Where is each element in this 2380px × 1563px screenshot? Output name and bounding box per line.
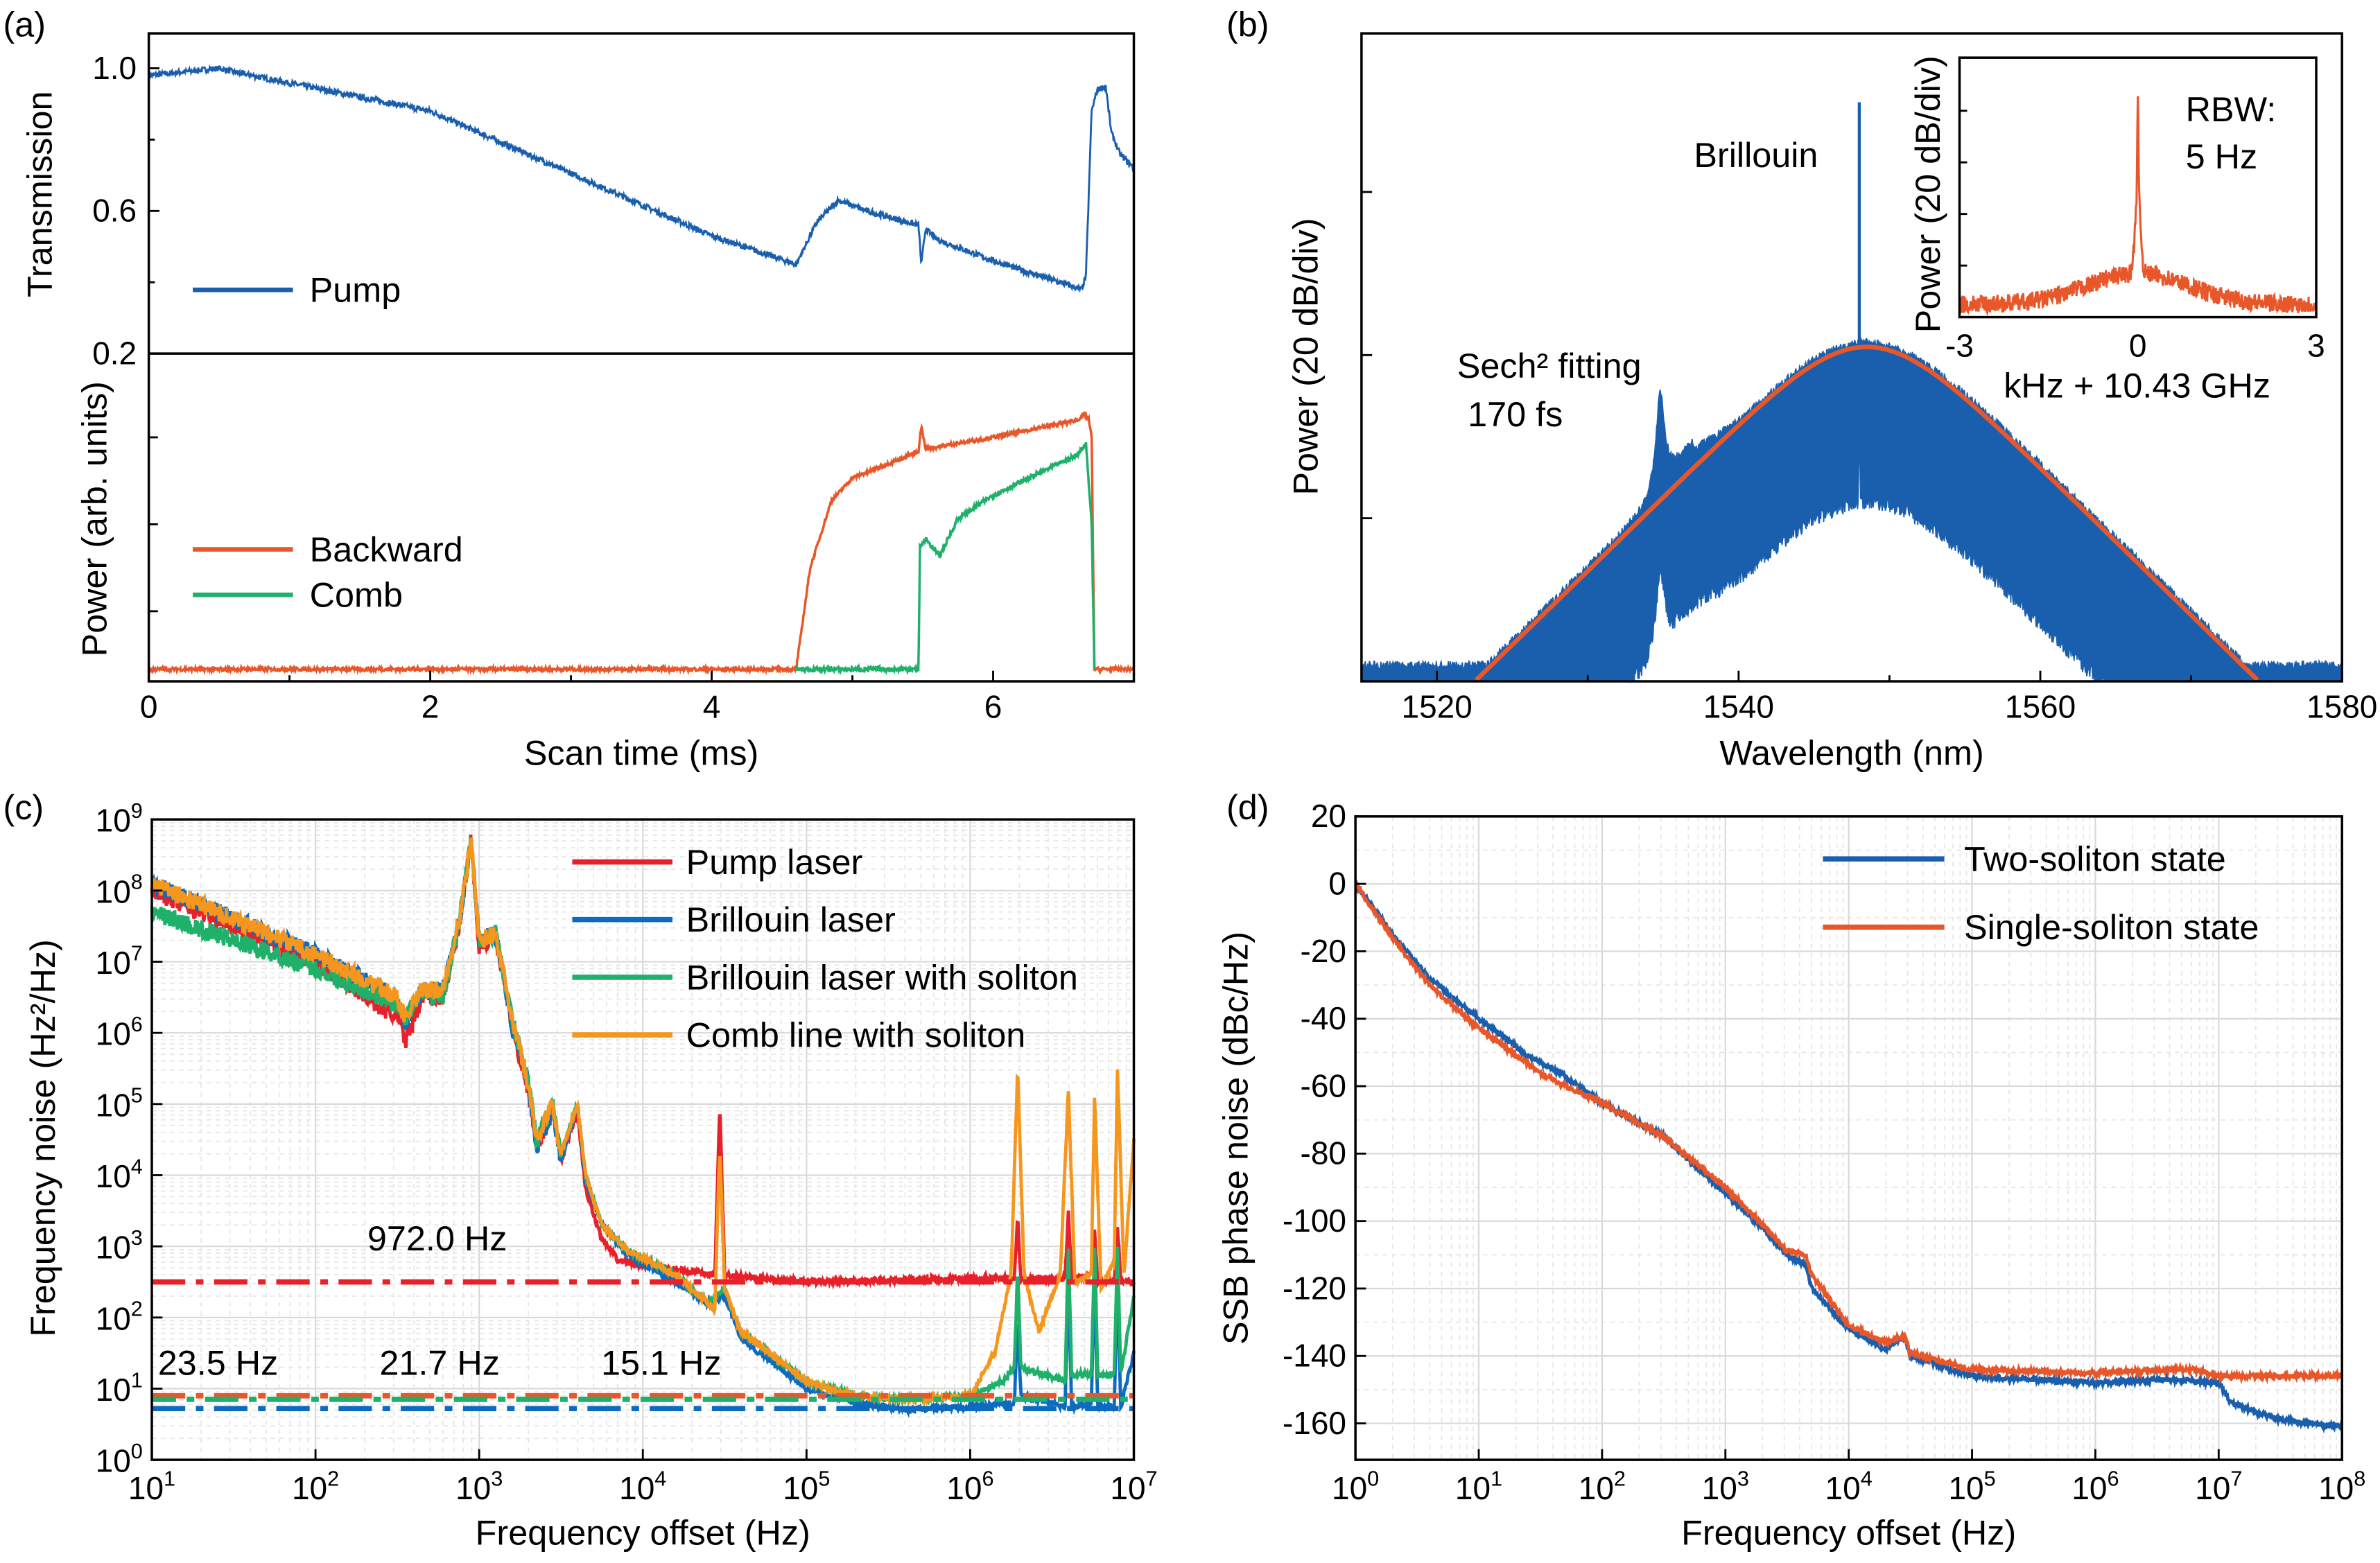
x-tick-label: 104 bbox=[619, 1467, 666, 1506]
plot-frame-b bbox=[1360, 32, 2343, 683]
fit-label: Sech² fitting bbox=[1457, 346, 1642, 385]
legend-label: Brillouin laser bbox=[686, 900, 896, 939]
y-tick-label: -140 bbox=[1283, 1338, 1346, 1374]
legend-label: Comb line with soliton bbox=[686, 1015, 1026, 1055]
legend-label: Brillouin laser with soliton bbox=[686, 957, 1078, 997]
x-tick-label: 1540 bbox=[1703, 689, 1774, 725]
x-tick-label: 103 bbox=[455, 1467, 503, 1506]
x-tick-label: 4 bbox=[703, 689, 721, 725]
x-tick-label: 1560 bbox=[2005, 689, 2076, 725]
y-axis-label: Frequency noise (Hz²/Hz) bbox=[23, 939, 62, 1337]
y-tick-label: 100 bbox=[96, 1440, 143, 1479]
y-tick-label: 102 bbox=[96, 1298, 143, 1337]
legend-label: Two-soliton state bbox=[1964, 839, 2226, 879]
x-tick-label: 106 bbox=[946, 1467, 993, 1506]
plot-frame-a bbox=[147, 32, 1136, 683]
y-tick-label: 0 bbox=[1328, 865, 1346, 901]
x-tick-label: 2 bbox=[422, 689, 440, 725]
series-backward bbox=[147, 410, 1135, 676]
y-tick-label: 0.2 bbox=[92, 335, 137, 371]
x-tick-label: 100 bbox=[1332, 1467, 1379, 1506]
linewidth-label-pump: 972.0 Hz bbox=[367, 1219, 507, 1258]
x-axis-label: Wavelength (nm) bbox=[1719, 733, 1983, 772]
y-axis-label: SSB phase noise (dBc/Hz) bbox=[1216, 932, 1256, 1345]
y-tick-label: -60 bbox=[1301, 1067, 1346, 1103]
y-tick-label: -40 bbox=[1301, 1000, 1346, 1036]
rbw-value: 5 Hz bbox=[2186, 137, 2258, 176]
y-axis-label-top: Transmission bbox=[20, 91, 60, 297]
x-tick-label: 6 bbox=[984, 689, 1002, 725]
panel-d: 100 101 102 103 104 105 106 107 108 20 0 -20 -40 -60 -… bbox=[1283, 798, 2365, 1553]
legend-label: Pump laser bbox=[686, 842, 863, 882]
panel-b: 1520 1540 1560 1580 Wavelength (nm) Brillouin… bbox=[1360, 32, 2377, 772]
inset-x-axis-label: kHz + 10.43 GHz bbox=[2004, 366, 2270, 405]
panel-label-a: (a) bbox=[3, 5, 46, 44]
inset-spectrum bbox=[1958, 96, 2317, 317]
series-pump bbox=[148, 64, 1135, 293]
y-tick-label: -100 bbox=[1283, 1203, 1346, 1239]
x-axis-label: Scan time (ms) bbox=[524, 733, 758, 772]
x-tick-label: 108 bbox=[2318, 1467, 2365, 1506]
linewidth-label-brillouin: 15.1 Hz bbox=[601, 1343, 722, 1383]
y-tick-label: 105 bbox=[96, 1084, 143, 1124]
x-axis-label: Frequency offset (Hz) bbox=[1681, 1513, 2016, 1553]
y-tick-label: 104 bbox=[96, 1155, 143, 1194]
panel-label-d: (d) bbox=[1226, 787, 1269, 827]
x-tick-label: 103 bbox=[1702, 1467, 1749, 1506]
y-tick-label: 103 bbox=[96, 1226, 143, 1266]
panel-label-c: (c) bbox=[3, 787, 44, 827]
sech2-fit-curve bbox=[1474, 344, 2259, 682]
panel-label-b: (b) bbox=[1226, 5, 1269, 44]
series-comb bbox=[794, 442, 1096, 676]
x-tick-label: 102 bbox=[292, 1467, 339, 1506]
y-tick-label: 1.0 bbox=[92, 50, 137, 86]
y-tick-label: -80 bbox=[1301, 1135, 1346, 1171]
legend-label: Backward bbox=[310, 530, 463, 569]
series-single-soliton-state bbox=[1354, 879, 2344, 1385]
x-tick-label: 1520 bbox=[1402, 689, 1473, 725]
y-tick-label: 106 bbox=[96, 1013, 143, 1052]
x-tick-label: 105 bbox=[1948, 1467, 1995, 1506]
inset-x-tick-label: -3 bbox=[1945, 327, 1974, 363]
inset-x-tick-label: 0 bbox=[2129, 327, 2147, 363]
brillouin-annotation: Brillouin bbox=[1694, 135, 1818, 175]
inset-frame bbox=[1958, 56, 2318, 319]
y-tick-label: -20 bbox=[1301, 933, 1346, 969]
panel-c: 972.0 Hz 23.5 Hz 21.7 Hz 15.1 Hz 101 102 103 10… bbox=[96, 799, 1158, 1553]
x-tick-label: 0 bbox=[140, 689, 158, 725]
fit-duration: 170 fs bbox=[1468, 394, 1563, 434]
linewidth-label-comb: 23.5 Hz bbox=[158, 1343, 279, 1383]
legend-label: Single-soliton state bbox=[1964, 907, 2259, 947]
x-tick-label: 107 bbox=[1110, 1467, 1157, 1506]
y-axis-label: Power (20 dB/div) bbox=[1285, 218, 1325, 495]
y-axis-label-bottom: Power (arb. units) bbox=[74, 381, 114, 656]
y-tick-label: -160 bbox=[1283, 1405, 1346, 1441]
y-tick-label: 109 bbox=[96, 799, 143, 839]
y-tick-label: 108 bbox=[96, 871, 143, 910]
y-tick-label: -120 bbox=[1283, 1270, 1346, 1306]
rbw-label: RBW: bbox=[2186, 89, 2277, 129]
linewidth-label-brillouin-soliton: 21.7 Hz bbox=[379, 1343, 500, 1383]
x-tick-label: 104 bbox=[1825, 1467, 1873, 1506]
x-tick-label: 101 bbox=[128, 1467, 175, 1506]
x-tick-label: 1580 bbox=[2307, 689, 2377, 725]
x-tick-label: 107 bbox=[2195, 1467, 2242, 1506]
x-tick-label: 102 bbox=[1579, 1467, 1626, 1506]
panel-a: 0.2 0.6 1.0 0 2 4 6 Scan time (ms) Pump Backward C… bbox=[92, 32, 1136, 772]
y-tick-label: 107 bbox=[96, 941, 143, 981]
x-tick-label: 105 bbox=[783, 1467, 830, 1506]
y-tick-label: 101 bbox=[96, 1368, 143, 1408]
y-tick-label: 20 bbox=[1311, 798, 1346, 834]
x-tick-label: 106 bbox=[2071, 1467, 2119, 1506]
x-tick-label: 101 bbox=[1455, 1467, 1502, 1506]
inset-y-axis-label: Power (20 dB/div) bbox=[1908, 55, 1947, 333]
x-axis-label: Frequency offset (Hz) bbox=[476, 1513, 810, 1553]
legend-label: Comb bbox=[310, 575, 403, 615]
y-tick-label: 0.6 bbox=[92, 193, 137, 229]
legend-label: Pump bbox=[310, 270, 401, 310]
inset-x-tick-label: 3 bbox=[2307, 327, 2325, 363]
